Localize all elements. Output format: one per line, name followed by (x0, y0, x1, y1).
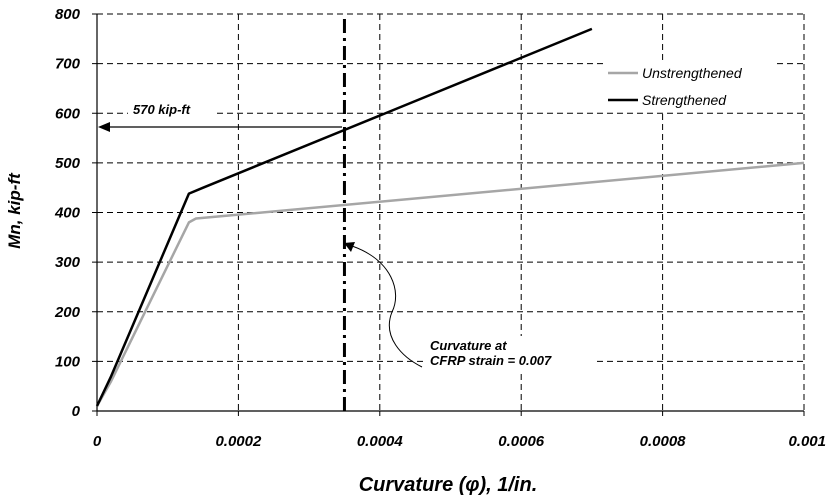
y-tick-label: 200 (54, 304, 81, 321)
axes (92, 13, 805, 416)
y-tick-label: 600 (55, 105, 81, 122)
x-tick-label: 0.0006 (498, 433, 545, 450)
x-tick-label: 0.0002 (215, 433, 262, 450)
tick-labels: 0 100 200 300 400 500 600 700 800 0 0.0002 0.0004 0.… (54, 6, 826, 450)
y-tick-label: 0 (72, 403, 81, 420)
x-tick-label: 0.0004 (357, 433, 404, 450)
y-tick-label: 400 (54, 205, 81, 222)
legend: Unstrengthened Strengthened (605, 63, 775, 111)
legend-label-strengthened: Strengthened (642, 92, 727, 108)
x-tick-label: 0 (93, 433, 102, 450)
legend-label-unstrengthened: Unstrengthened (642, 65, 743, 81)
annotation-570-kip-ft: 570 kip-ft (133, 102, 191, 117)
y-tick-label: 700 (55, 56, 81, 73)
annotation-570-arrowhead (98, 122, 110, 132)
y-axis-label: Mn, kip-ft (5, 172, 24, 249)
y-tick-label: 500 (55, 155, 81, 172)
annotation-curvature-background (424, 336, 594, 370)
annotation-curvature-leader (351, 245, 423, 368)
x-axis-label: Curvature (φ), 1/in. (359, 474, 538, 496)
series-line-strengthened (95, 27, 593, 407)
annotations: 570 kip-ft Curvature at CFRP strain = 0.… (98, 100, 594, 370)
x-tick-label: 0.001 (788, 433, 826, 450)
y-tick-label: 800 (55, 6, 81, 23)
legend-background (605, 63, 775, 111)
annotation-curvature-arrowhead (344, 242, 355, 252)
annotation-570-background (128, 100, 214, 120)
x-tick-label: 0.0008 (640, 433, 687, 450)
series-line-unstrengthened (95, 161, 805, 407)
annotation-curvature-line2: CFRP strain = 0.007 (430, 353, 552, 368)
y-tick-label: 300 (55, 254, 81, 271)
series-lines (95, 19, 805, 411)
y-tick-label: 100 (55, 353, 81, 370)
annotation-curvature-line1: Curvature at (430, 338, 507, 353)
